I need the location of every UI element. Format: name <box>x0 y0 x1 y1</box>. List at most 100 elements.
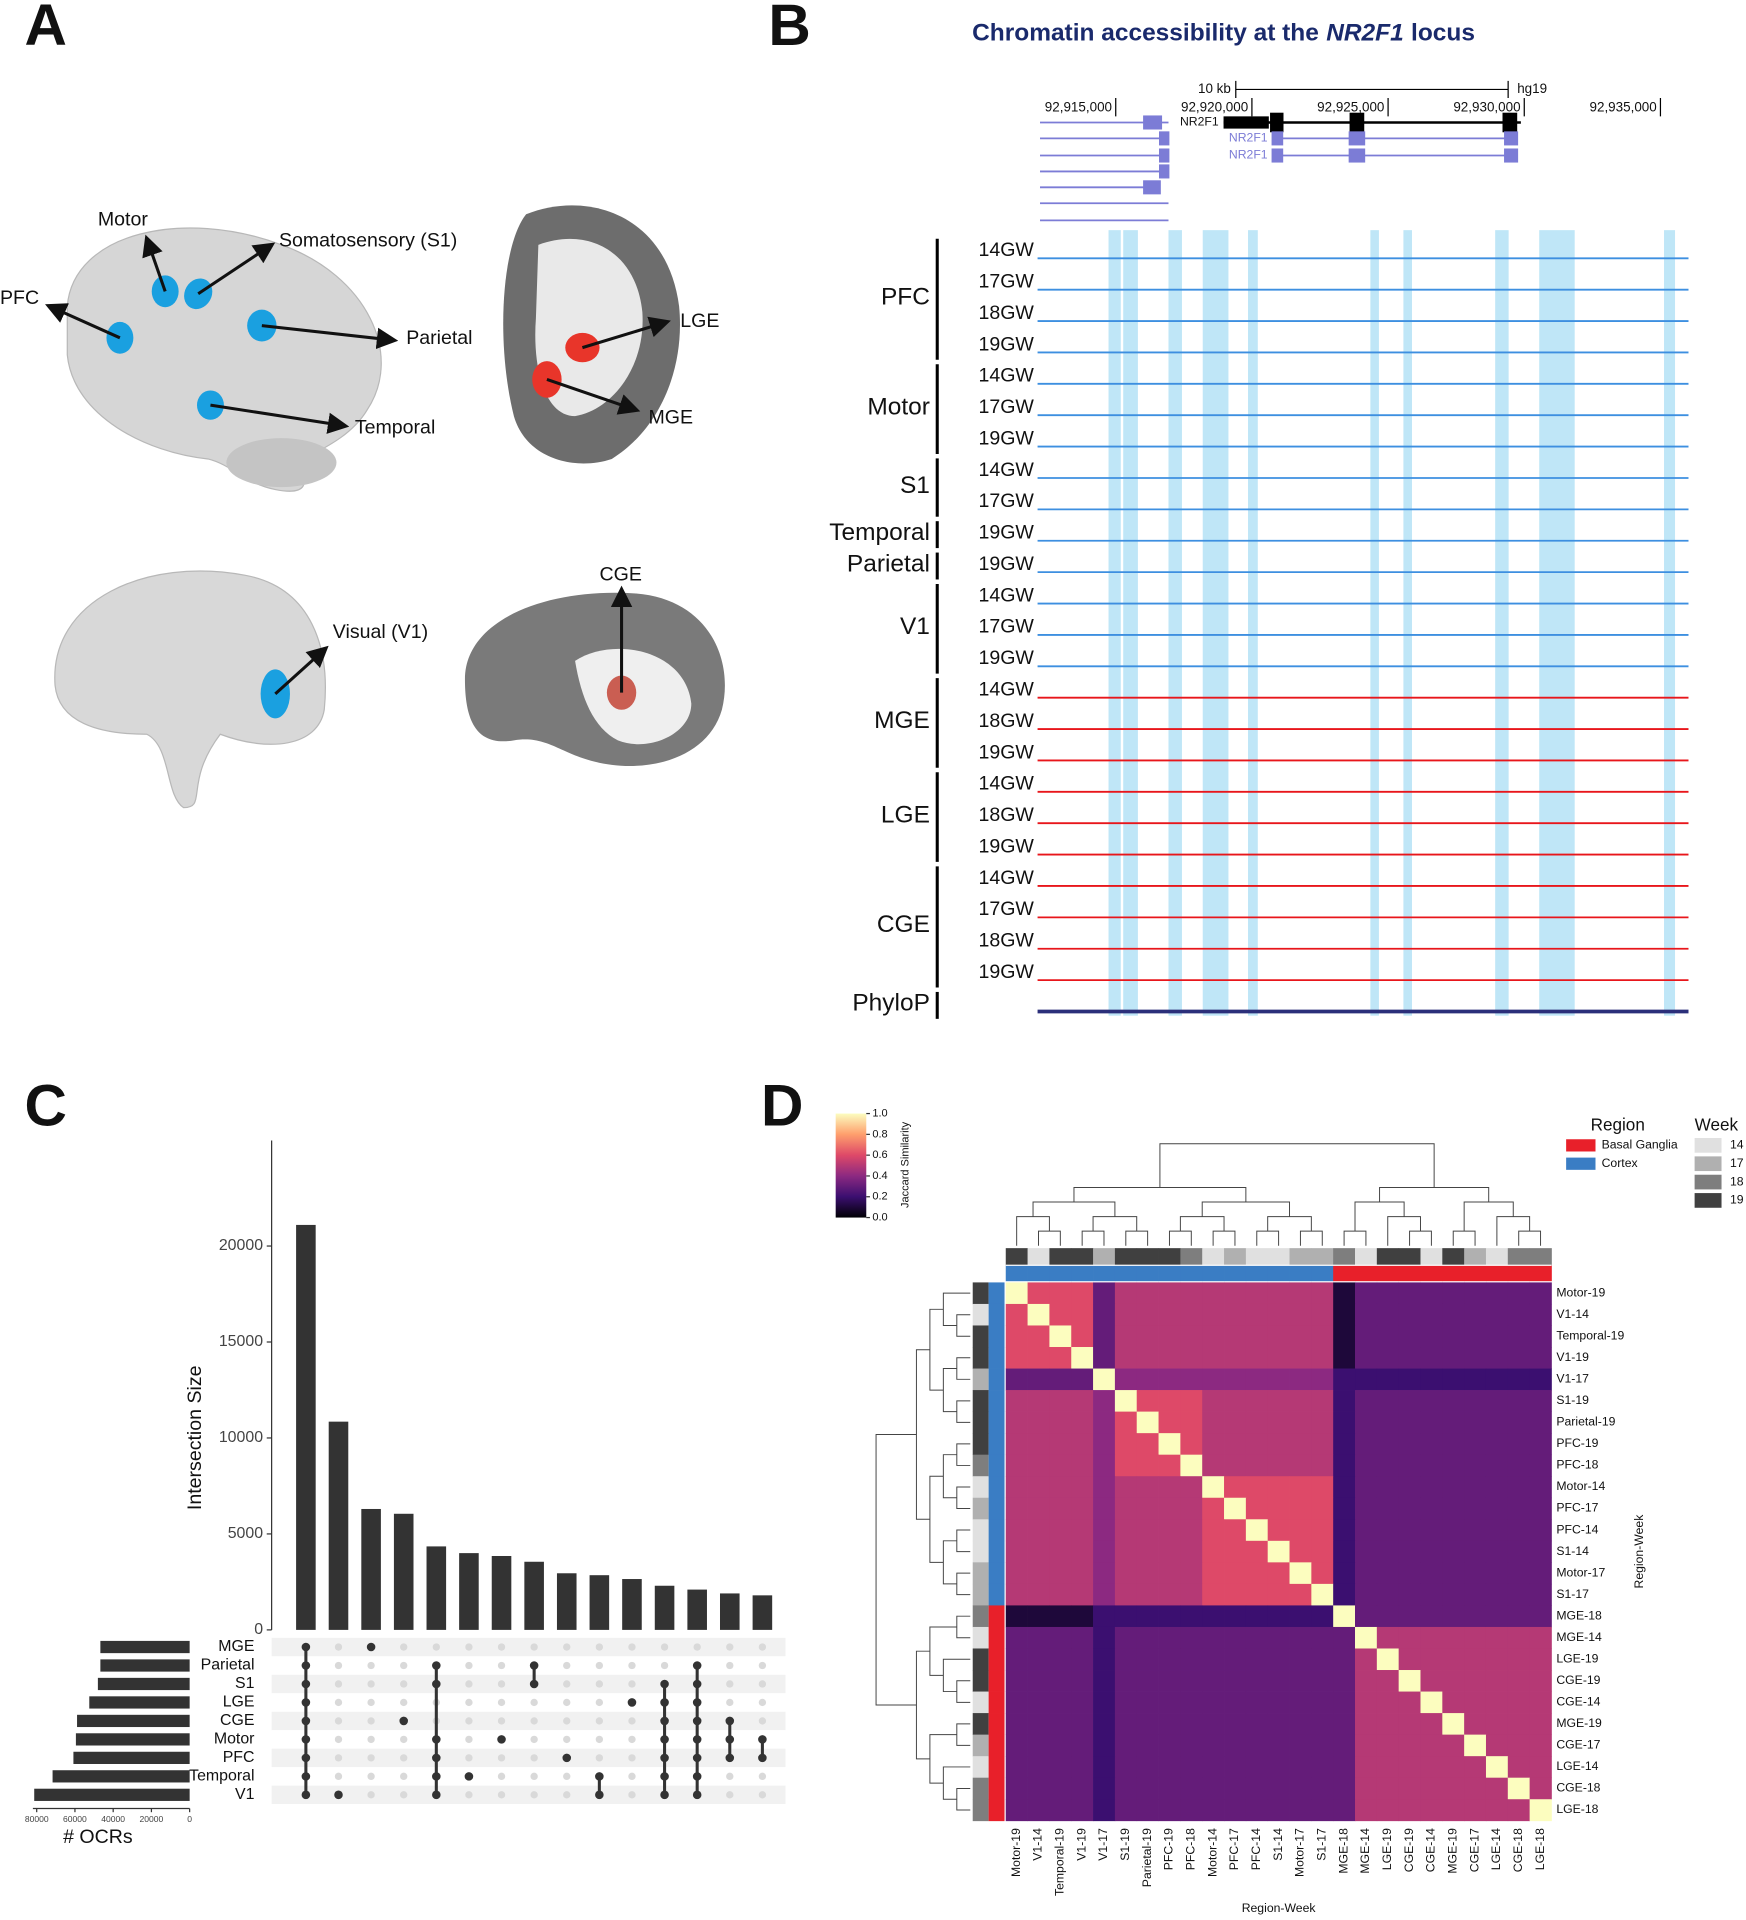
heatmap-cell <box>1529 1562 1552 1585</box>
heatmap-cell <box>1311 1605 1334 1628</box>
heatmap-cell <box>1420 1368 1443 1391</box>
matrix-dot-bg <box>530 1698 538 1707</box>
brain-medial <box>54 570 329 809</box>
coord-label: 92,930,000 <box>1453 99 1520 114</box>
week-annotation <box>1289 1248 1312 1266</box>
heatmap-cell <box>1507 1562 1530 1585</box>
heatmap-cell <box>1376 1605 1400 1628</box>
heatmap-cell <box>1136 1303 1159 1326</box>
heatmap-cell <box>1485 1282 1509 1305</box>
region-annotation <box>1529 1265 1552 1282</box>
matrix-dot-bg <box>758 1772 767 1781</box>
matrix-dot-bg <box>563 1680 571 1688</box>
heatmap-cell <box>1027 1648 1050 1671</box>
heatmap-cell <box>1355 1411 1378 1434</box>
heatmap-cell <box>1005 1670 1028 1692</box>
heatmap-cell <box>1071 1454 1094 1477</box>
heatmap-cell <box>1027 1777 1050 1800</box>
col-dendrogram <box>1168 1230 1192 1246</box>
heatmap-cell <box>1529 1691 1552 1714</box>
heatmap-cell <box>1507 1799 1530 1822</box>
heatmap-cell <box>1464 1368 1487 1391</box>
heatmap-cell <box>1027 1670 1050 1692</box>
matrix-dot-bg <box>367 1791 375 1799</box>
row-dendrogram <box>875 1434 917 1706</box>
heatmap-cell <box>1355 1777 1378 1800</box>
highlight <box>1108 230 1121 1016</box>
x-axis-label: Region-Week <box>1242 1901 1317 1915</box>
week-annotation <box>1333 1248 1356 1266</box>
heatmap-cell <box>1224 1303 1247 1326</box>
heatmap-cell <box>1114 1626 1138 1649</box>
week-annotation <box>1398 1248 1421 1266</box>
heatmap-cell <box>1485 1433 1509 1456</box>
matrix-dot-bg <box>628 1735 636 1744</box>
heatmap-cell <box>1464 1476 1487 1499</box>
matrix-dot <box>692 1735 702 1744</box>
region-annotation <box>1202 1265 1225 1282</box>
legend-title: Week <box>1695 1115 1739 1134</box>
row-label: PFC-14 <box>1556 1522 1598 1536</box>
heatmap-cell <box>1071 1734 1094 1757</box>
heatmap-cell <box>1485 1497 1509 1520</box>
week-annotation <box>1311 1248 1334 1266</box>
row-label: Motor-17 <box>1556 1565 1605 1579</box>
col-dendrogram <box>1379 1186 1490 1203</box>
heatmap-cell <box>1005 1777 1028 1800</box>
track-title: Chromatin accessibility at the NR2F1 locus <box>972 20 1475 47</box>
week-annotation <box>972 1626 989 1649</box>
matrix-dot-bg <box>400 1791 408 1799</box>
bar <box>426 1546 447 1630</box>
panel-label: A <box>24 0 66 58</box>
heatmap-cell <box>1376 1626 1400 1649</box>
bar <box>622 1579 642 1630</box>
heatmap-cell <box>1464 1325 1487 1348</box>
matrix-dot <box>692 1753 702 1763</box>
region-label: Temporal <box>355 417 435 439</box>
heatmap-cell <box>1333 1756 1356 1779</box>
heatmap-cell <box>1442 1390 1465 1412</box>
heatmap-cell <box>1333 1626 1356 1649</box>
heatmap-cell <box>1180 1497 1203 1520</box>
gene-label: NR2F1 <box>1180 115 1219 129</box>
heatmap-cell <box>1136 1756 1159 1779</box>
heatmap-cell <box>1049 1282 1072 1305</box>
week-annotation <box>1049 1248 1072 1266</box>
heatmap-cell <box>1005 1562 1028 1585</box>
heatmap-cell <box>1376 1390 1400 1412</box>
x-tick-label: 0 <box>187 1814 192 1824</box>
heatmap-cell <box>1420 1734 1443 1757</box>
heatmap-cell <box>1114 1454 1138 1477</box>
heatmap-cell <box>1355 1282 1378 1305</box>
track-label: 18GW <box>978 710 1034 732</box>
heatmap-cell <box>1529 1282 1552 1305</box>
matrix-dot-bg <box>726 1772 734 1781</box>
heatmap-cell <box>1136 1562 1159 1585</box>
heatmap-cell <box>1529 1626 1552 1649</box>
heatmap-cell <box>1333 1476 1356 1499</box>
heatmap-cell <box>1355 1734 1378 1757</box>
heatmap-cell <box>1464 1497 1487 1520</box>
matrix-dot-bg <box>432 1643 440 1651</box>
matrix-dot-bg <box>758 1661 767 1670</box>
heatmap-cell <box>1464 1626 1487 1649</box>
row-label: S1-19 <box>1556 1393 1589 1407</box>
heatmap-cell <box>1376 1497 1400 1520</box>
legend-label: 17 <box>1730 1156 1744 1170</box>
brain-section-2 <box>464 585 725 766</box>
heatmap-cell <box>1376 1756 1400 1779</box>
heatmap-cell <box>1202 1583 1225 1606</box>
col-label: CGE-17 <box>1467 1828 1481 1872</box>
region-label: Somatosensory (S1) <box>279 229 457 251</box>
heatmap-cell <box>1420 1497 1443 1520</box>
week-annotation <box>972 1799 989 1822</box>
heatmap-cell <box>1289 1368 1312 1391</box>
region-annotation <box>1005 1265 1028 1282</box>
heatmap-cell <box>1464 1670 1487 1692</box>
heatmap-cell <box>1049 1347 1072 1369</box>
week-annotation <box>1224 1248 1247 1266</box>
track-label: 14GW <box>978 773 1034 795</box>
legend-swatch <box>1694 1174 1722 1190</box>
heatmap-cell <box>1049 1368 1072 1391</box>
heatmap-cell <box>1355 1390 1378 1412</box>
